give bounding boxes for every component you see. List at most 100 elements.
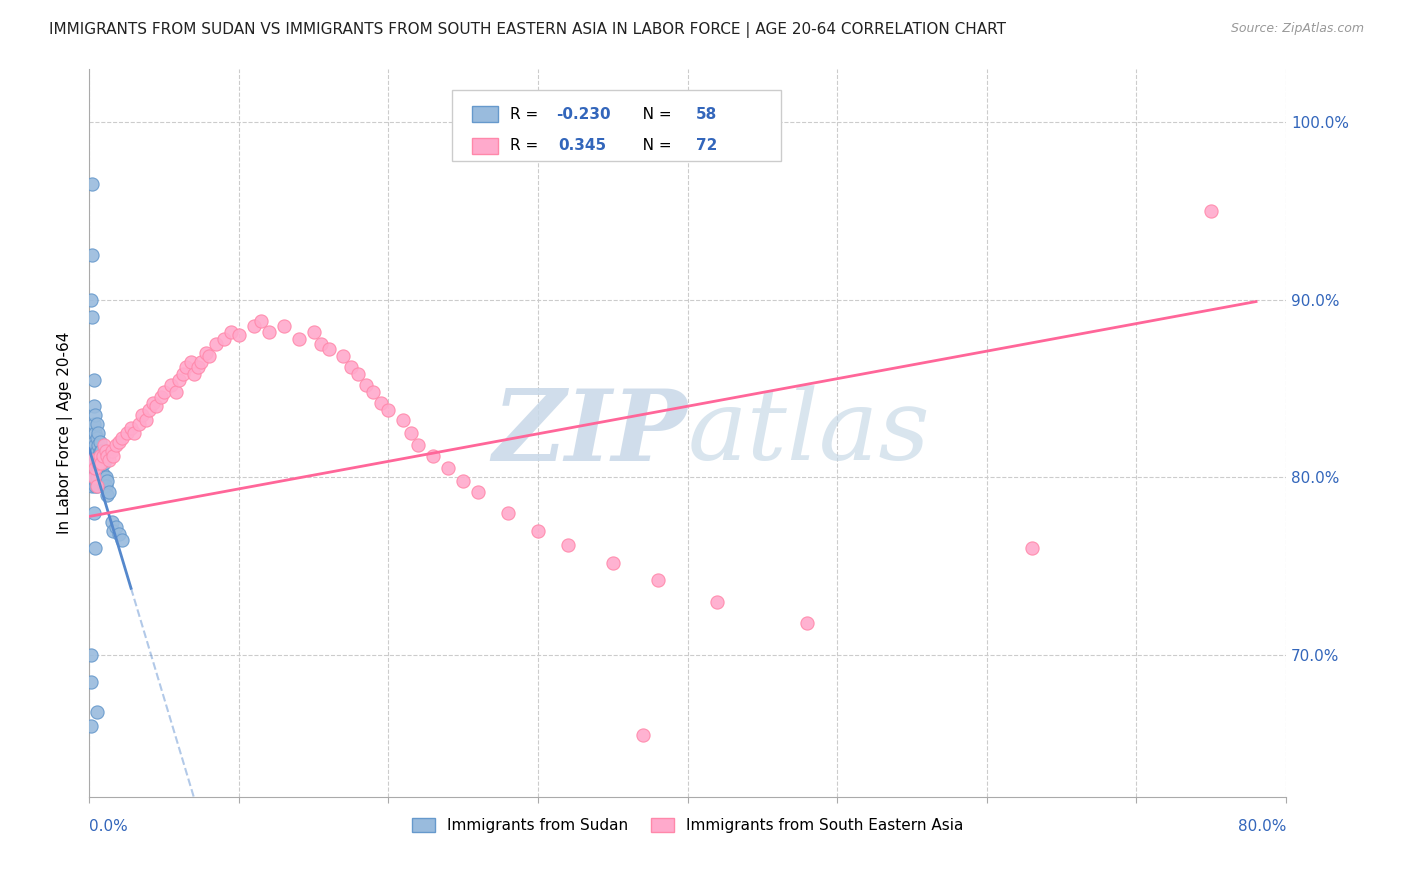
- Point: [82, 177, 104, 191]
- Point: [347, 368, 370, 382]
- Point: [602, 556, 624, 570]
- Point: [287, 332, 309, 346]
- Text: 0.0%: 0.0%: [89, 819, 128, 834]
- Point: [149, 390, 172, 404]
- Point: [79, 719, 101, 733]
- Point: [377, 402, 399, 417]
- Text: R =: R =: [510, 138, 548, 153]
- Point: [91, 452, 114, 467]
- Point: [90, 456, 112, 470]
- Text: 72: 72: [696, 138, 717, 153]
- Point: [86, 452, 108, 467]
- Point: [87, 438, 110, 452]
- Text: IMMIGRANTS FROM SUDAN VS IMMIGRANTS FROM SOUTH EASTERN ASIA IN LABOR FORCE | AGE: IMMIGRANTS FROM SUDAN VS IMMIGRANTS FROM…: [49, 22, 1007, 38]
- Point: [97, 484, 120, 499]
- Point: [89, 434, 111, 449]
- Point: [86, 705, 108, 719]
- Point: [160, 378, 183, 392]
- Point: [86, 443, 108, 458]
- Point: [83, 399, 105, 413]
- Text: ZIP: ZIP: [492, 384, 688, 481]
- Y-axis label: In Labor Force | Age 20-64: In Labor Force | Age 20-64: [58, 332, 73, 534]
- Point: [131, 408, 153, 422]
- Point: [153, 384, 176, 399]
- Point: [82, 310, 104, 325]
- Point: [120, 420, 142, 434]
- Point: [631, 728, 654, 742]
- Point: [602, 115, 624, 129]
- Point: [82, 248, 104, 262]
- Point: [101, 524, 124, 538]
- Point: [205, 337, 228, 351]
- Text: 0.345: 0.345: [558, 138, 606, 153]
- Point: [96, 488, 118, 502]
- Point: [309, 337, 332, 351]
- Point: [451, 474, 474, 488]
- FancyBboxPatch shape: [451, 90, 780, 161]
- Point: [84, 425, 107, 440]
- Point: [228, 328, 250, 343]
- Point: [83, 434, 105, 449]
- Point: [89, 456, 111, 470]
- Point: [97, 452, 120, 467]
- Point: [91, 467, 114, 481]
- Point: [219, 325, 242, 339]
- Point: [87, 425, 110, 440]
- Point: [138, 402, 160, 417]
- Point: [101, 449, 124, 463]
- Point: [79, 293, 101, 307]
- Point: [190, 355, 212, 369]
- Point: [111, 533, 134, 547]
- Point: [94, 479, 117, 493]
- Point: [557, 538, 579, 552]
- Point: [122, 425, 145, 440]
- Point: [108, 527, 131, 541]
- Point: [145, 399, 167, 413]
- Point: [527, 524, 550, 538]
- Point: [96, 449, 118, 463]
- Point: [94, 470, 117, 484]
- Point: [90, 456, 112, 470]
- Point: [86, 470, 108, 484]
- Point: [198, 350, 221, 364]
- Point: [94, 443, 117, 458]
- Point: [79, 674, 101, 689]
- Point: [647, 574, 669, 588]
- Point: [111, 431, 134, 445]
- Point: [86, 431, 108, 445]
- Point: [83, 470, 105, 484]
- Point: [796, 616, 818, 631]
- Point: [93, 456, 115, 470]
- Point: [100, 515, 122, 529]
- Point: [1199, 203, 1222, 218]
- Point: [142, 395, 165, 409]
- Point: [93, 438, 115, 452]
- Text: 58: 58: [696, 107, 717, 122]
- Point: [83, 506, 105, 520]
- Point: [115, 425, 138, 440]
- Point: [84, 438, 107, 452]
- Point: [1021, 541, 1043, 556]
- Point: [406, 438, 429, 452]
- Point: [86, 417, 108, 431]
- Text: 80.0%: 80.0%: [1237, 819, 1286, 834]
- Point: [96, 474, 118, 488]
- Text: atlas: atlas: [688, 385, 931, 481]
- Point: [176, 360, 198, 375]
- Point: [93, 470, 115, 484]
- Point: [302, 325, 325, 339]
- Point: [496, 506, 519, 520]
- Point: [84, 461, 107, 475]
- Point: [422, 449, 444, 463]
- Point: [363, 384, 385, 399]
- Point: [135, 413, 157, 427]
- Point: [86, 479, 108, 493]
- Point: [165, 384, 187, 399]
- Point: [86, 479, 108, 493]
- Point: [467, 484, 489, 499]
- Point: [167, 373, 190, 387]
- Point: [79, 648, 101, 662]
- Point: [82, 479, 104, 493]
- Point: [90, 443, 112, 458]
- Point: [100, 443, 122, 458]
